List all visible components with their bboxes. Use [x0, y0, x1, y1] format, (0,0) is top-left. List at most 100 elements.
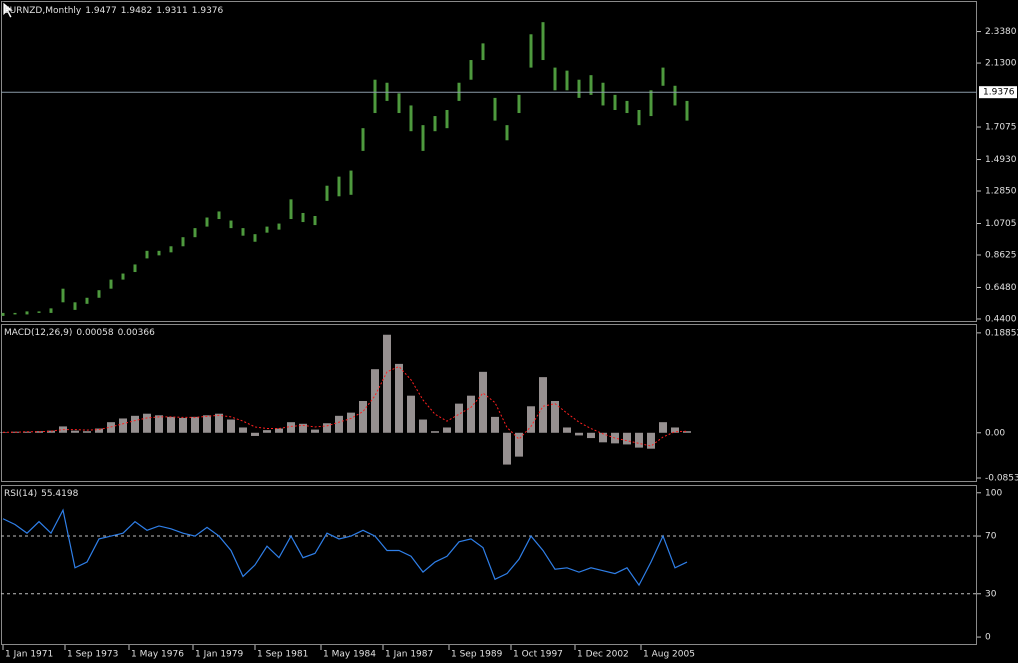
macd-bar	[83, 431, 91, 433]
y-tick-label: 1.2850	[985, 187, 1017, 197]
x-tick-label: 1 Jan 1979	[195, 650, 243, 660]
indicator-title: RSI(14)	[4, 489, 37, 499]
x-tick-label: 1 Sep 1989	[451, 650, 503, 660]
macd-bar	[287, 422, 295, 433]
macd-bar	[299, 423, 307, 433]
macd-bar	[203, 415, 211, 433]
macd-bar	[383, 334, 391, 433]
macd-bar	[215, 413, 223, 433]
macd-bar	[347, 412, 355, 433]
y-tick-label: 0.4400	[985, 314, 1017, 324]
macd-bar	[491, 416, 499, 433]
macd-bar	[251, 432, 259, 436]
macd-bar	[335, 415, 343, 433]
macd-bar	[527, 406, 535, 433]
indicator-title: MACD(12,26,9)	[4, 328, 72, 338]
x-tick-label: 1 Jan 1971	[5, 650, 53, 660]
macd-bar	[659, 422, 667, 433]
rsi-line	[2, 508, 688, 587]
x-tick-label: 1 May 1976	[131, 650, 184, 660]
macd-bar	[47, 430, 55, 433]
macd-bar	[131, 415, 139, 433]
y-tick-label: 0	[985, 633, 991, 643]
macd-bar	[227, 419, 235, 433]
macd-bar	[671, 427, 679, 433]
macd-bar	[647, 432, 655, 449]
y-tick-label: 1.0705	[985, 219, 1017, 229]
macd-bar	[563, 427, 571, 433]
macd-bar	[599, 432, 607, 443]
macd-bar	[95, 428, 103, 433]
x-tick-label: 1 May 1984	[323, 650, 376, 660]
macd-bar	[575, 432, 583, 436]
macd-panel	[1, 324, 977, 482]
macd-bar	[635, 432, 643, 448]
macd-bar	[107, 422, 115, 433]
macd-bar	[419, 419, 427, 433]
y-tick-label: 1.7075	[985, 123, 1017, 133]
cursor	[2, 1, 16, 19]
macd-bar	[71, 430, 79, 433]
header-value: 1.9477	[85, 6, 117, 16]
macd-bar	[431, 431, 439, 433]
current-price-label: 1.9376	[983, 88, 1015, 98]
x-tick-label: 1 Aug 2005	[643, 650, 695, 660]
indicator-header: RSI(14) 55.4198	[4, 489, 79, 499]
y-tick-label: 0.8625	[985, 250, 1017, 260]
macd-bar	[683, 431, 691, 433]
x-tick-label: 1 Sep 1981	[257, 650, 308, 660]
header-value: 55.4198	[41, 489, 78, 499]
header-value: 1.9311	[156, 6, 188, 16]
indicator-header: MACD(12,26,9) 0.00058 0.00366	[4, 328, 155, 338]
y-tick-label: 70	[985, 532, 997, 542]
macd-bar	[587, 432, 595, 439]
y-tick-label: 2.3380	[985, 27, 1017, 37]
x-tick-label: 1 Sep 1973	[67, 650, 118, 660]
y-tick-label: 0.18852	[985, 328, 1018, 338]
macd-bar	[359, 400, 367, 433]
price-panel	[1, 1, 977, 322]
x-tick-label: 1 Jan 1987	[385, 650, 433, 660]
macd-bar	[155, 415, 163, 433]
macd-bar	[467, 395, 475, 433]
macd-bar	[143, 413, 151, 433]
header-value: 1.9482	[121, 6, 153, 16]
macd-bar	[191, 416, 199, 433]
macd-bar	[503, 432, 511, 465]
macd-bar	[515, 432, 523, 457]
macd-bar	[179, 417, 187, 433]
macd-bar	[239, 427, 247, 433]
y-tick-label: 0.00	[985, 428, 1005, 438]
indicator-title: EURNZD,Monthly	[4, 6, 82, 16]
y-tick-label: 1.4930	[985, 155, 1017, 165]
x-tick-label: 1 Oct 1997	[513, 650, 563, 660]
indicator-header: EURNZD,Monthly 1.9477 1.9482 1.9311 1.9376	[4, 6, 224, 16]
macd-bar	[455, 403, 463, 433]
y-tick-label: -0.08537	[985, 474, 1018, 484]
macd-bar	[119, 418, 127, 433]
y-tick-label: 30	[985, 589, 997, 599]
macd-bar	[167, 416, 175, 433]
macd-bar	[323, 423, 331, 433]
macd-bar	[479, 371, 487, 433]
macd-bar	[275, 428, 283, 433]
macd-bar	[443, 427, 451, 433]
current-price-box	[979, 86, 1017, 99]
macd-bar	[311, 429, 319, 433]
x-tick-label: 1 Dec 2002	[577, 650, 629, 660]
header-value: 1.9376	[192, 6, 224, 16]
macd-bar	[539, 377, 547, 433]
rsi-panel	[1, 485, 977, 645]
macd-bar	[395, 363, 403, 433]
y-tick-label: 100	[985, 488, 1002, 498]
y-tick-label: 2.1300	[985, 59, 1017, 69]
macd-bar	[263, 430, 271, 433]
header-value: 0.00058	[76, 328, 113, 338]
header-value: 0.00366	[118, 328, 155, 338]
macd-bar	[23, 431, 31, 433]
macd-bar	[551, 400, 559, 433]
y-tick-label: 0.6480	[985, 283, 1017, 293]
macd-bar	[407, 395, 415, 433]
